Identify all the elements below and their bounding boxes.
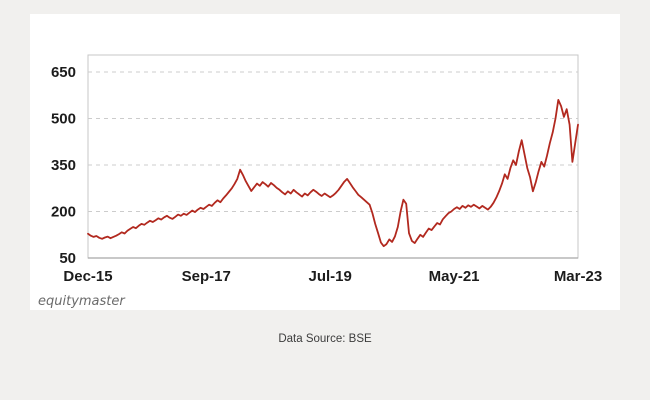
y-tick-label-350: 350 — [51, 157, 76, 174]
x-tick-label-Sep-17: Sep-17 — [182, 268, 231, 285]
x-tick-label-Dec-15: Dec-15 — [63, 268, 112, 285]
x-tick-label-May-21: May-21 — [429, 268, 480, 285]
plot-area — [87, 54, 579, 259]
equitymaster-logo: equitymaster — [38, 294, 125, 309]
y-tick-label-200: 200 — [51, 204, 76, 221]
y-tick-label-50: 50 — [59, 250, 76, 267]
y-tick-label-650: 650 — [51, 64, 76, 81]
price-line — [87, 99, 579, 248]
data-source-label: Data Source: BSE — [278, 333, 372, 345]
x-tick-label-Mar-23: Mar-23 — [554, 268, 602, 285]
y-tick-label-500: 500 — [51, 111, 76, 128]
x-tick-label-Jul-19: Jul-19 — [309, 268, 352, 285]
